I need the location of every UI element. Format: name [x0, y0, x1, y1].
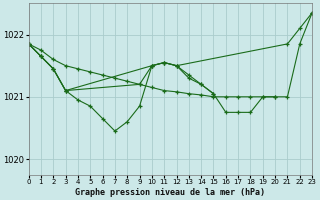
X-axis label: Graphe pression niveau de la mer (hPa): Graphe pression niveau de la mer (hPa) [76, 188, 265, 197]
